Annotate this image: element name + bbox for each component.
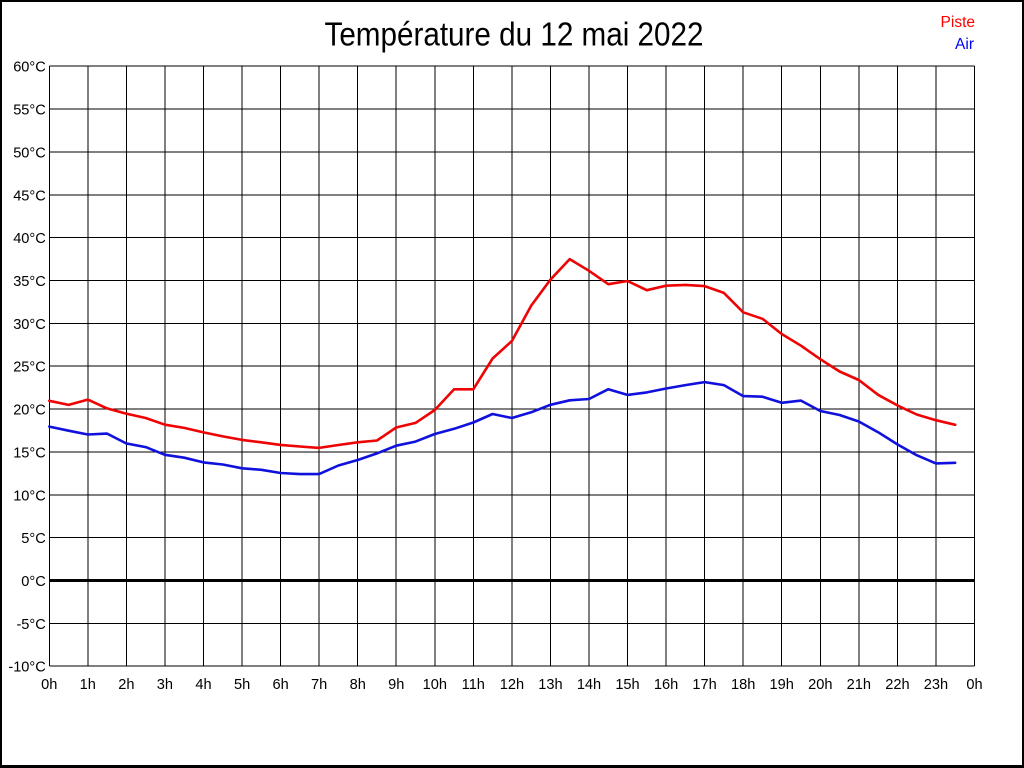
svg-text:-10°C: -10°C (8, 660, 45, 676)
svg-text:60°C: 60°C (13, 60, 46, 76)
svg-text:35°C: 35°C (13, 274, 46, 290)
svg-text:25°C: 25°C (13, 360, 46, 376)
svg-text:23h: 23h (924, 677, 948, 693)
svg-text:0h: 0h (966, 677, 982, 693)
svg-text:Température du 12 mai 2022: Température du 12 mai 2022 (325, 15, 704, 52)
svg-text:30°C: 30°C (13, 317, 46, 333)
svg-text:2h: 2h (118, 677, 134, 693)
svg-text:40°C: 40°C (13, 231, 46, 247)
svg-text:21h: 21h (847, 677, 871, 693)
svg-text:9h: 9h (388, 677, 404, 693)
svg-text:10h: 10h (423, 677, 447, 693)
svg-text:11h: 11h (462, 677, 485, 693)
svg-text:8h: 8h (350, 677, 366, 693)
svg-text:6h: 6h (272, 677, 288, 693)
svg-text:15h: 15h (615, 677, 639, 693)
svg-text:5h: 5h (234, 677, 250, 693)
svg-text:16h: 16h (654, 677, 678, 693)
svg-text:7h: 7h (311, 677, 327, 693)
svg-text:50°C: 50°C (13, 145, 46, 161)
svg-text:55°C: 55°C (13, 103, 46, 119)
svg-text:19h: 19h (770, 677, 794, 693)
svg-text:45°C: 45°C (13, 188, 46, 204)
svg-text:10°C: 10°C (13, 488, 46, 504)
svg-text:Air: Air (955, 36, 974, 53)
svg-text:3h: 3h (157, 677, 173, 693)
svg-text:Piste: Piste (941, 14, 975, 31)
svg-text:20°C: 20°C (13, 403, 46, 419)
svg-text:4h: 4h (195, 677, 211, 693)
svg-text:22h: 22h (885, 677, 909, 693)
svg-text:0°C: 0°C (21, 574, 46, 590)
svg-text:12h: 12h (500, 677, 524, 693)
svg-text:0h: 0h (41, 677, 57, 693)
svg-text:13h: 13h (538, 677, 562, 693)
svg-text:15°C: 15°C (13, 445, 46, 461)
svg-text:-5°C: -5°C (16, 617, 45, 633)
svg-text:18h: 18h (731, 677, 755, 693)
svg-text:17h: 17h (692, 677, 716, 693)
svg-text:1h: 1h (80, 677, 96, 693)
svg-text:20h: 20h (808, 677, 832, 693)
svg-text:5°C: 5°C (21, 531, 46, 547)
svg-text:14h: 14h (577, 677, 601, 693)
